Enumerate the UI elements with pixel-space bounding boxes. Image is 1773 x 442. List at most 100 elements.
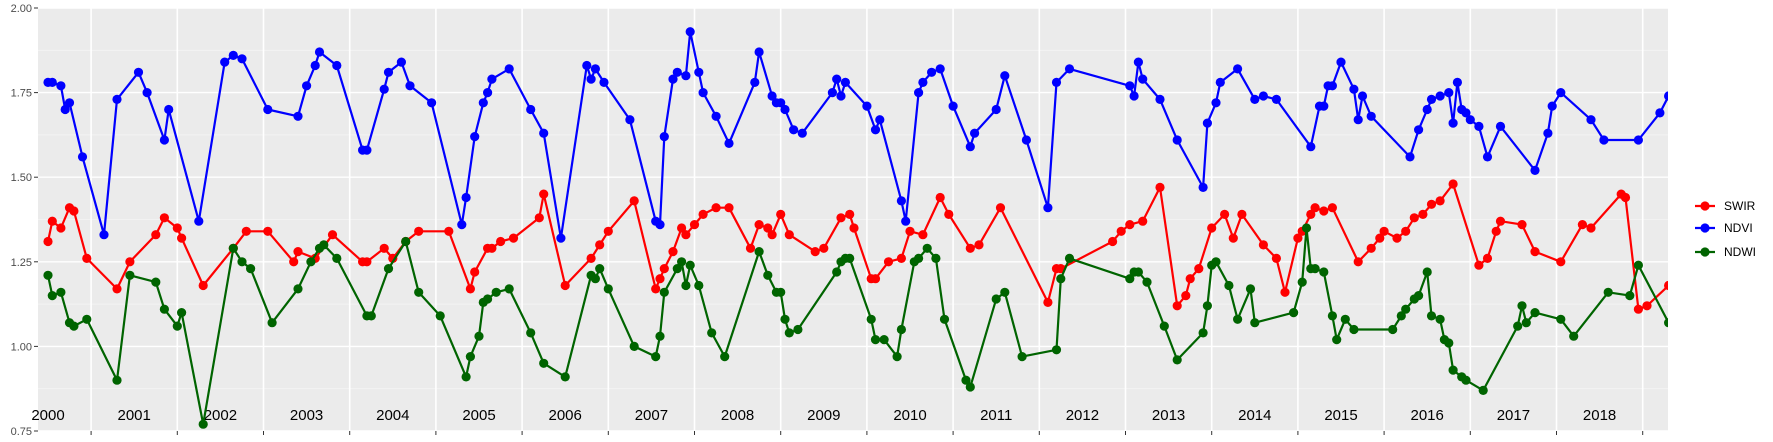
minor-gridlines — [38, 49, 1668, 390]
ndvi-point — [99, 230, 109, 240]
swir-point — [1401, 226, 1411, 236]
ndvi-point — [142, 88, 152, 98]
ndwi-point — [961, 375, 971, 385]
swir-point — [112, 284, 122, 294]
ndvi-point — [405, 81, 415, 91]
ndwi-point — [56, 287, 66, 297]
swir-point — [629, 196, 639, 206]
swir-point — [539, 189, 549, 199]
ndwi-point — [306, 257, 316, 267]
year-label: 2016 — [1411, 407, 1444, 424]
swir-point — [668, 247, 678, 257]
year-label: 2010 — [893, 407, 926, 424]
swir-point — [1293, 233, 1303, 243]
ndvi-point — [685, 27, 695, 37]
ndvi-point — [47, 77, 57, 87]
swir-point — [1586, 223, 1596, 233]
ndvi-point — [586, 74, 596, 84]
swir-point — [1306, 209, 1316, 219]
year-label: 2000 — [31, 407, 64, 424]
series-ndwi — [43, 223, 1668, 429]
ndvi-point — [478, 98, 488, 108]
swir-point — [1207, 223, 1217, 233]
ndwi-point — [793, 324, 803, 335]
ndvi-point — [526, 104, 536, 115]
swir-point — [944, 209, 954, 219]
ndvi-point — [112, 94, 122, 104]
ndwi-point — [1224, 280, 1234, 291]
ndwi-point — [1327, 311, 1337, 321]
ndwi-point — [1569, 331, 1579, 341]
year-label: 2005 — [462, 407, 495, 424]
year-label: 2011 — [980, 407, 1012, 424]
ndwi-point — [1435, 314, 1445, 324]
ndvi-point — [1327, 81, 1337, 91]
ndwi-point — [914, 253, 924, 263]
ndvi-point — [875, 115, 885, 125]
ndvi-point — [1482, 152, 1493, 162]
swir-point — [1220, 209, 1230, 219]
ndvi-point — [1133, 57, 1143, 67]
ndwi-point — [319, 240, 329, 250]
swir-point — [1642, 301, 1652, 311]
ndwi-point — [720, 352, 730, 362]
ndvi-point — [1211, 98, 1221, 108]
legend-item-swir: SWIR — [1695, 199, 1756, 213]
swir-point — [677, 223, 687, 233]
ndvi-point — [1599, 135, 1609, 145]
swir-point — [603, 226, 613, 236]
swir-point — [470, 267, 480, 277]
ndvi-point — [965, 142, 975, 152]
swir-point — [487, 243, 497, 253]
ndwi-point — [1202, 301, 1212, 311]
year-label: 2018 — [1583, 407, 1616, 424]
ndvi-point — [776, 98, 786, 108]
ndwi-point — [383, 264, 394, 274]
ndvi-point — [427, 98, 437, 108]
ndwi-point — [483, 294, 493, 304]
ndvi-point — [896, 196, 907, 206]
ndwi-point — [1603, 287, 1613, 297]
ndwi-point — [866, 314, 876, 324]
ndvi-point — [1465, 115, 1475, 125]
ndwi-point — [1633, 260, 1643, 270]
ndwi-point — [474, 331, 484, 341]
swir-point — [745, 243, 756, 253]
swir-point — [47, 216, 57, 226]
ndwi-point — [681, 280, 691, 291]
ndvi-point — [1129, 91, 1139, 101]
ndvi-point — [918, 77, 928, 87]
ndwi-point — [763, 270, 773, 280]
swir-point — [362, 257, 372, 267]
swir-point — [1379, 226, 1389, 236]
swir-point — [896, 253, 907, 263]
swir-point — [1482, 253, 1493, 263]
swir-point — [974, 240, 984, 250]
swir-point — [534, 213, 544, 223]
ndwi-point — [603, 284, 613, 294]
ndwi-point — [366, 311, 376, 321]
ndvi-point — [1250, 94, 1260, 104]
ndvi-point — [504, 64, 514, 74]
swir-point — [82, 253, 92, 263]
ndvi-point — [1202, 118, 1212, 128]
swir-point — [1327, 203, 1337, 213]
ndvi-point — [1319, 101, 1329, 111]
swir-point — [935, 192, 945, 203]
ndwi-point — [159, 304, 169, 314]
ndvi-point — [1444, 88, 1454, 98]
swir-point — [763, 223, 773, 233]
year-label: 2004 — [376, 407, 409, 424]
ndwi-point — [172, 321, 182, 331]
swir-point — [655, 274, 665, 284]
swir-point — [43, 236, 53, 247]
ndwi-point — [922, 243, 932, 253]
swir-point — [845, 209, 855, 219]
ndwi-point — [1401, 304, 1411, 314]
ndwi-point — [401, 236, 411, 247]
ndwi-point — [1556, 314, 1566, 324]
ndwi-point — [69, 321, 79, 331]
ndwi-point — [1349, 324, 1359, 335]
swir-point — [1392, 233, 1402, 243]
swir-point — [698, 209, 708, 219]
